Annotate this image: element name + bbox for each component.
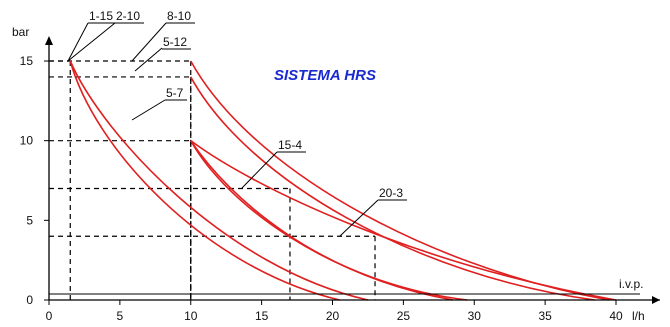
x-axis-label: l/h xyxy=(632,309,645,323)
curve-label-5-12: 5-12 xyxy=(163,35,187,49)
label-leaders xyxy=(67,22,407,237)
curve-15-4 xyxy=(190,140,454,301)
x-tick-label: 40 xyxy=(609,309,623,323)
curve-label-5-7: 5-7 xyxy=(166,86,184,100)
y-tick-label: 10 xyxy=(20,134,34,148)
leader-8-10 xyxy=(131,22,167,62)
reference-lines xyxy=(49,60,376,300)
curve-group xyxy=(69,60,617,301)
x-tick-label: 30 xyxy=(468,309,482,323)
labels: 0 5 10 15 20 25 30 35 40 0 5 10 15 bar l/h i.v.p. 1-15 2-… xyxy=(12,9,645,323)
curve-5-12 xyxy=(190,76,595,301)
curve-5-7 xyxy=(190,140,468,301)
x-axis-arrow xyxy=(652,296,660,304)
curve-20-3 xyxy=(190,140,617,301)
x-tick-label: 20 xyxy=(326,309,340,323)
x-tick-label: 10 xyxy=(184,309,198,323)
axes xyxy=(44,36,660,305)
curve-label-2-10: 2-10 xyxy=(116,9,140,23)
y-tick-label: 15 xyxy=(20,54,34,68)
leader-15-4 xyxy=(241,151,278,189)
leader-5-12 xyxy=(134,47,163,72)
leader-2-10 xyxy=(67,22,116,62)
curve-label-15-4: 15-4 xyxy=(278,138,302,152)
leader-1-15 xyxy=(67,22,89,62)
leader-5-7 xyxy=(131,99,166,121)
x-tick-label: 0 xyxy=(46,309,53,323)
x-tick-label: 5 xyxy=(117,309,124,323)
y-axis-arrow xyxy=(45,36,53,45)
curve-2-10 xyxy=(69,60,369,301)
y-tick-label: 0 xyxy=(26,293,33,307)
leader-20-3 xyxy=(339,199,379,237)
ivp-label: i.v.p. xyxy=(619,277,643,291)
y-axis-label: bar xyxy=(12,25,29,39)
x-tick-label: 25 xyxy=(397,309,411,323)
y-tick-label: 5 xyxy=(26,213,33,227)
curve-label-20-3: 20-3 xyxy=(379,186,403,200)
curve-label-8-10: 8-10 xyxy=(167,9,191,23)
x-tick-label: 35 xyxy=(538,309,552,323)
curve-label-1-15: 1-15 xyxy=(89,9,113,23)
x-tick-label: 15 xyxy=(255,309,269,323)
curve-1-15 xyxy=(69,60,340,301)
curve-8-10 xyxy=(190,60,610,301)
chart-title: SISTEMA HRS xyxy=(274,67,376,84)
